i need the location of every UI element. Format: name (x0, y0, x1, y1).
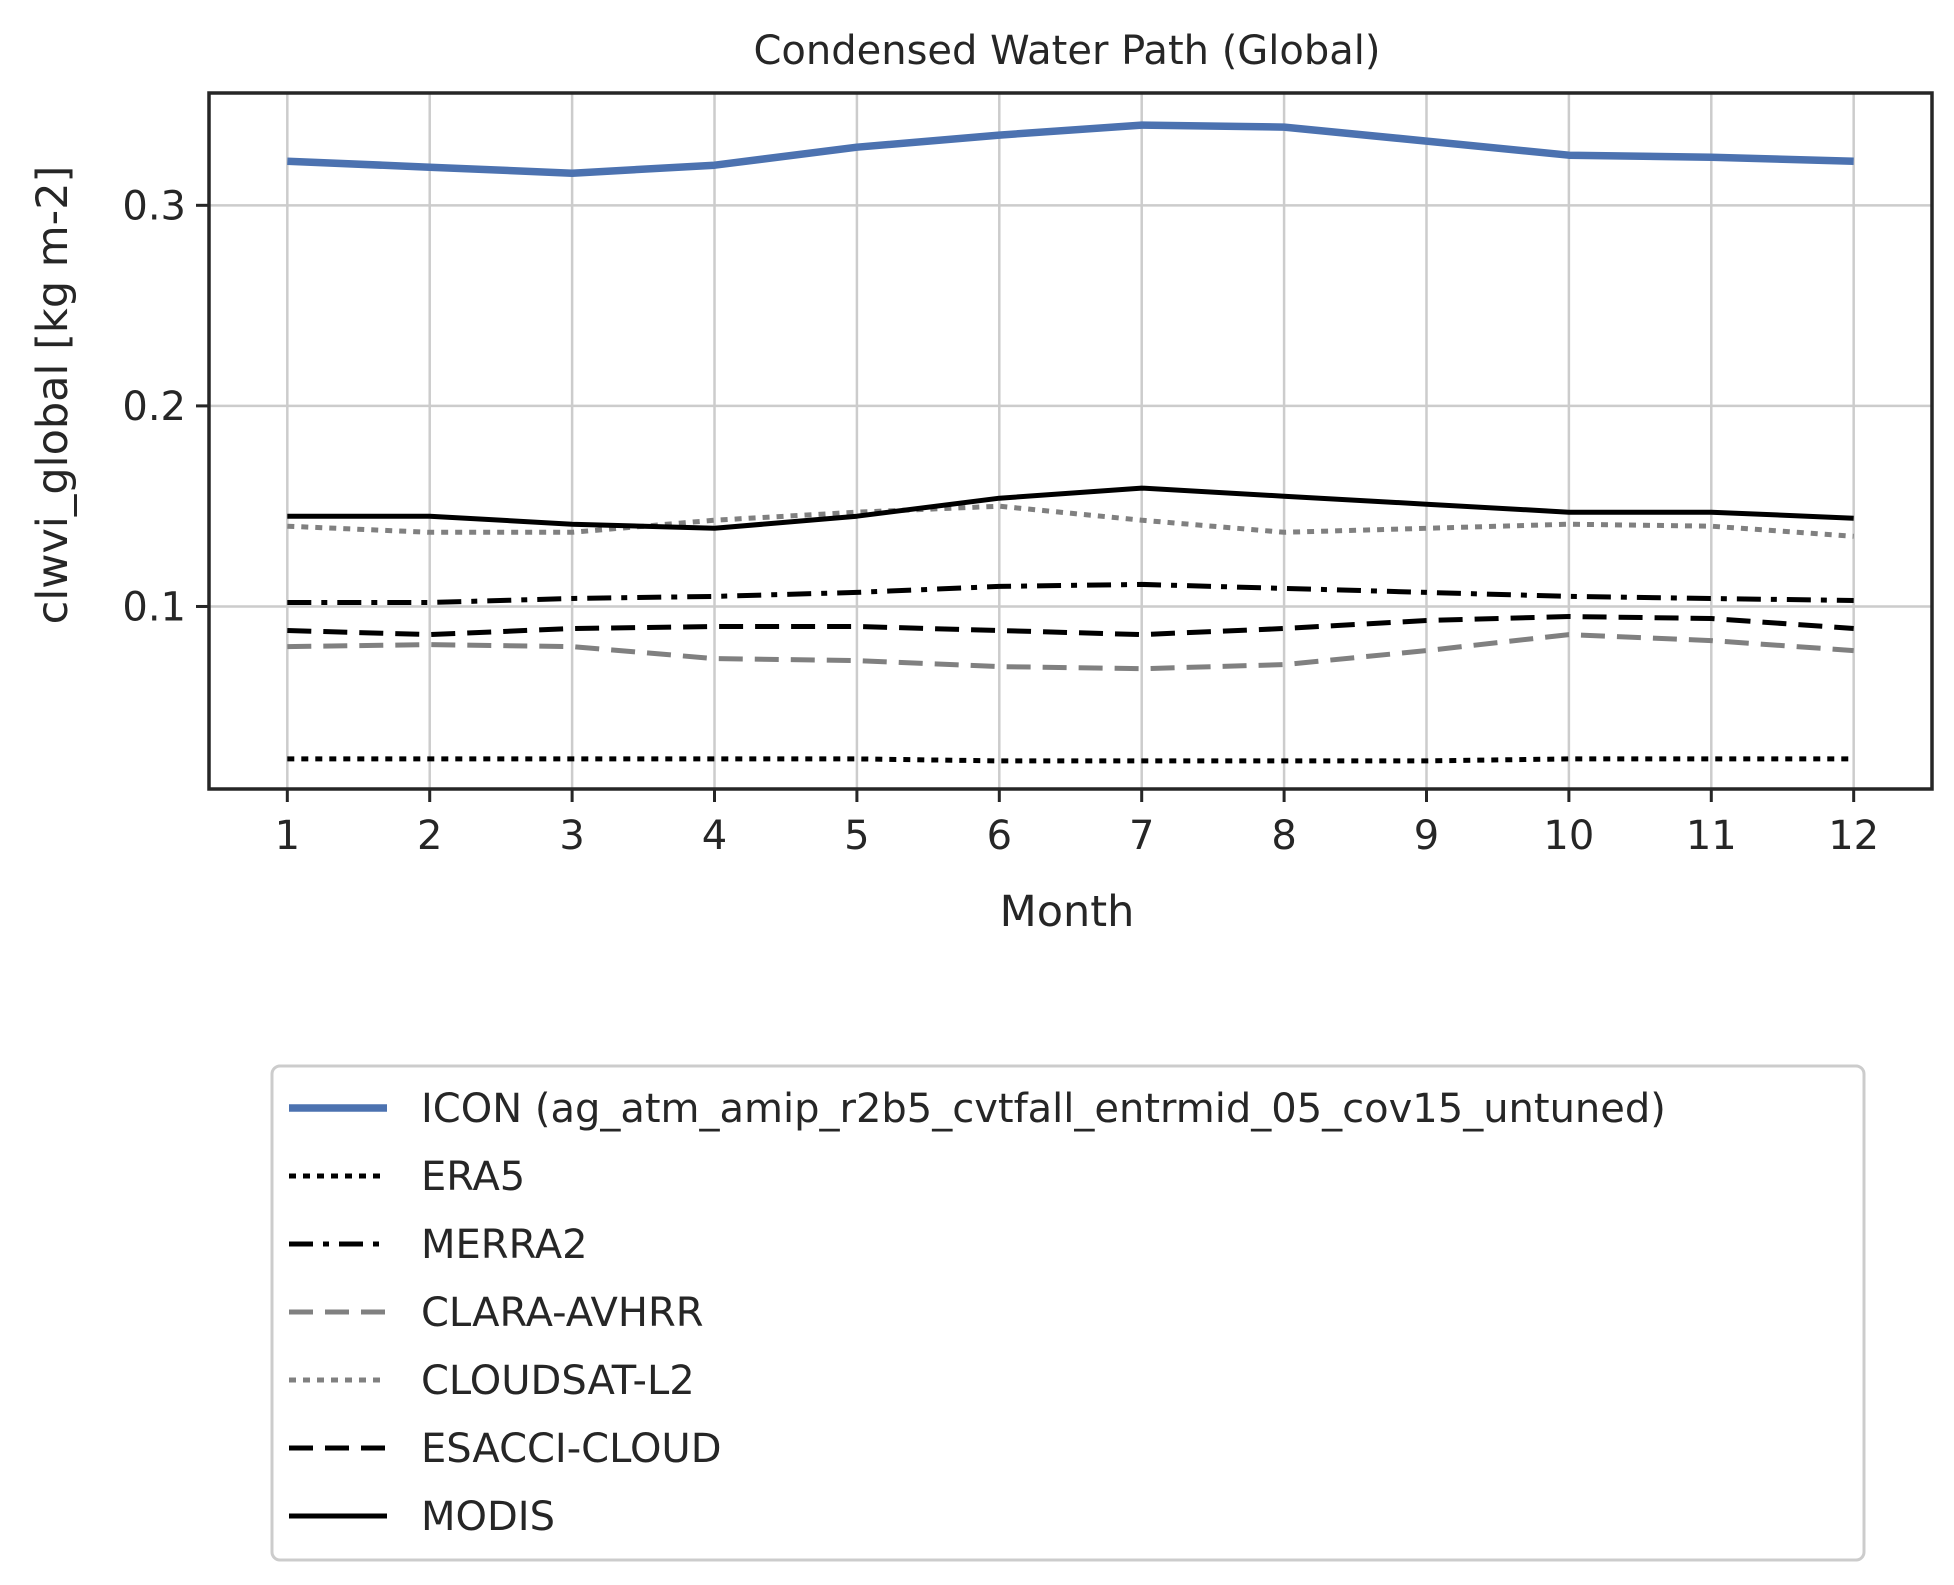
plot-frame (207, 91, 1934, 791)
chart-title: Condensed Water Path (Global) (753, 28, 1380, 74)
x-tick-label: 7 (1129, 813, 1154, 859)
y-tick-label: 0.3 (122, 183, 186, 229)
x-tick-label: 3 (559, 813, 584, 859)
x-tick-label: 10 (1543, 813, 1594, 859)
x-tick-label: 11 (1686, 813, 1737, 859)
x-tick-label: 9 (1414, 813, 1439, 859)
legend-label: CLOUDSAT-L2 (421, 1358, 695, 1404)
x-tick-label: 1 (275, 813, 300, 859)
legend-item: MODIS (289, 1494, 555, 1540)
x-tick-label: 2 (417, 813, 442, 859)
series-line-merra2 (287, 581, 1854, 605)
series-line-modis (287, 485, 1854, 531)
series-lines (287, 121, 1854, 764)
x-tick-label: 4 (702, 813, 727, 859)
y-tick-label: 0.2 (122, 384, 186, 430)
x-axis-label: Month (1000, 887, 1135, 937)
legend-label: CLARA-AVHRR (421, 1290, 704, 1336)
legend-item: ERA5 (289, 1154, 525, 1200)
x-tick-label: 5 (844, 813, 869, 859)
legend-item: CLARA-AVHRR (289, 1290, 704, 1336)
y-axis-label: clwvi_global [kg m-2] (28, 166, 78, 625)
y-tick-label: 0.1 (122, 584, 186, 630)
series-line-esacci-cloud (287, 614, 1854, 638)
legend-item: MERRA2 (289, 1222, 588, 1268)
legend-item: CLOUDSAT-L2 (289, 1358, 695, 1404)
x-tick-label: 6 (987, 813, 1012, 859)
legend-label: MODIS (421, 1494, 555, 1540)
series-line-icon-ag-atm-amip-r2b5-cvtfall-entrmid-05-cov15-untuned (287, 121, 1854, 177)
x-tick-label: 12 (1828, 813, 1879, 859)
legend: ICON (ag_atm_amip_r2b5_cvtfall_entrmid_0… (270, 1064, 1866, 1562)
x-tick-label: 8 (1271, 813, 1296, 859)
series-line-cloudsat-l2 (287, 503, 1854, 539)
legend-label: ESACCI-CLOUD (421, 1426, 722, 1472)
legend-item: ICON (ag_atm_amip_r2b5_cvtfall_entrmid_0… (289, 1086, 1666, 1132)
legend-label: ERA5 (421, 1154, 525, 1200)
series-line-clara-avhrr (287, 632, 1854, 672)
legend-box (270, 1064, 1866, 1562)
series-line-era5 (287, 756, 1854, 764)
legend-item: ESACCI-CLOUD (289, 1426, 722, 1472)
axis-ticks: 1 2 3 4 5 6 7 8 9 10 11 120.10.20.3 (122, 183, 1879, 859)
grid-lines (209, 93, 1932, 789)
legend-label: MERRA2 (421, 1222, 588, 1268)
legend-label: ICON (ag_atm_amip_r2b5_cvtfall_entrmid_0… (421, 1086, 1666, 1132)
